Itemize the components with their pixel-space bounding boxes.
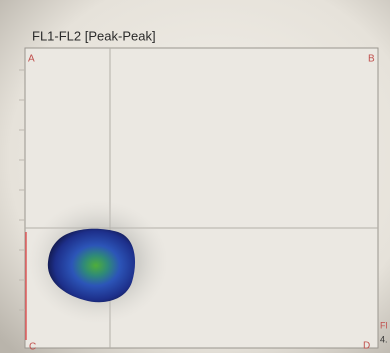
quadrant-label: A (28, 54, 35, 65)
edge-text: Fl (380, 320, 388, 330)
plot-title: FL1-FL2 [Peak-Peak] (32, 28, 156, 43)
quadrant-label: B (368, 54, 375, 65)
quadrant-label: D (363, 341, 370, 352)
quadrant-label: C (29, 342, 36, 353)
screen-photo: FL1-FL2 [Peak-Peak] A B C D Fl 4. (0, 0, 390, 353)
edge-text: 4. (380, 334, 388, 344)
